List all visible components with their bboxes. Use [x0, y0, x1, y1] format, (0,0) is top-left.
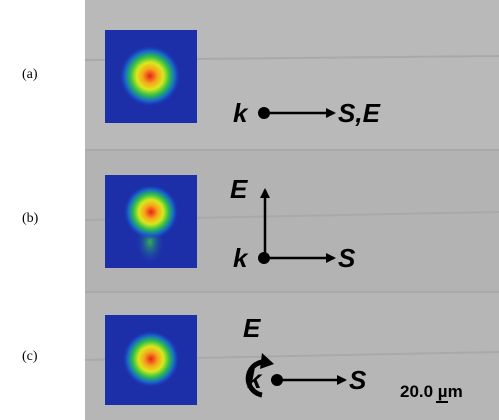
direction: S	[338, 243, 356, 273]
wave-vector: k	[233, 243, 249, 273]
beam-image-a	[105, 30, 197, 123]
panel-label: (a)	[22, 67, 38, 82]
scale-label: 20.0 µm	[400, 382, 463, 401]
figure: (a) (b) (c) k S,E E k S E k S 20.0 µm	[0, 0, 499, 420]
beam-image-c	[105, 315, 197, 405]
panel-label: (b)	[22, 211, 39, 226]
direction: S	[349, 365, 367, 395]
wave-vector: k	[247, 364, 263, 394]
field: E	[243, 313, 261, 343]
beam-image-b	[105, 175, 197, 268]
panel-label: (c)	[22, 349, 38, 364]
direction: S,E	[338, 98, 381, 128]
field: E	[230, 174, 248, 204]
wave-vector: k	[233, 98, 249, 128]
